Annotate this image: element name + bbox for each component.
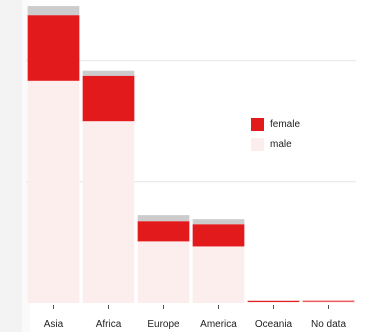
- legend-swatch-male: [251, 138, 264, 151]
- legend: female male: [251, 118, 300, 151]
- x-tick-label-oceania: Oceania: [255, 319, 293, 330]
- bar-asia-male: [27, 80, 80, 303]
- bar-europe-male: [137, 241, 190, 303]
- bar-america-female: [192, 224, 245, 247]
- bar-asia-female: [27, 15, 80, 81]
- bar-africa-male: [82, 121, 135, 303]
- bar-africa-female: [82, 75, 135, 122]
- bar-africa-remainder: [82, 70, 135, 76]
- bar-no-data-male: [302, 301, 355, 303]
- bar-oceania-female: [247, 300, 300, 302]
- x-tick-label-no-data: No data: [311, 319, 346, 330]
- x-axis: Asia Africa Europe America Oceania No data: [44, 305, 346, 330]
- gridlines: [26, 60, 356, 183]
- left-panel-edge: [22, 0, 30, 332]
- bars: [27, 6, 355, 303]
- bar-oceania-male: [247, 301, 300, 303]
- legend-label-male: male: [270, 139, 292, 150]
- legend-swatch-female: [251, 118, 264, 131]
- bar-america-male: [192, 246, 245, 303]
- bar-europe-female: [137, 221, 190, 242]
- bar-no-data-female: [302, 300, 355, 302]
- bar-america-remainder: [192, 219, 245, 225]
- x-tick-label-asia: Asia: [44, 319, 64, 330]
- bar-asia-remainder: [27, 6, 80, 16]
- x-tick-label-europe: Europe: [147, 319, 180, 330]
- bar-europe-remainder: [137, 215, 190, 222]
- x-tick-label-africa: Africa: [96, 319, 122, 330]
- x-tick-label-america: America: [200, 319, 237, 330]
- legend-label-female: female: [270, 119, 300, 130]
- left-panel-shadow: [0, 0, 22, 332]
